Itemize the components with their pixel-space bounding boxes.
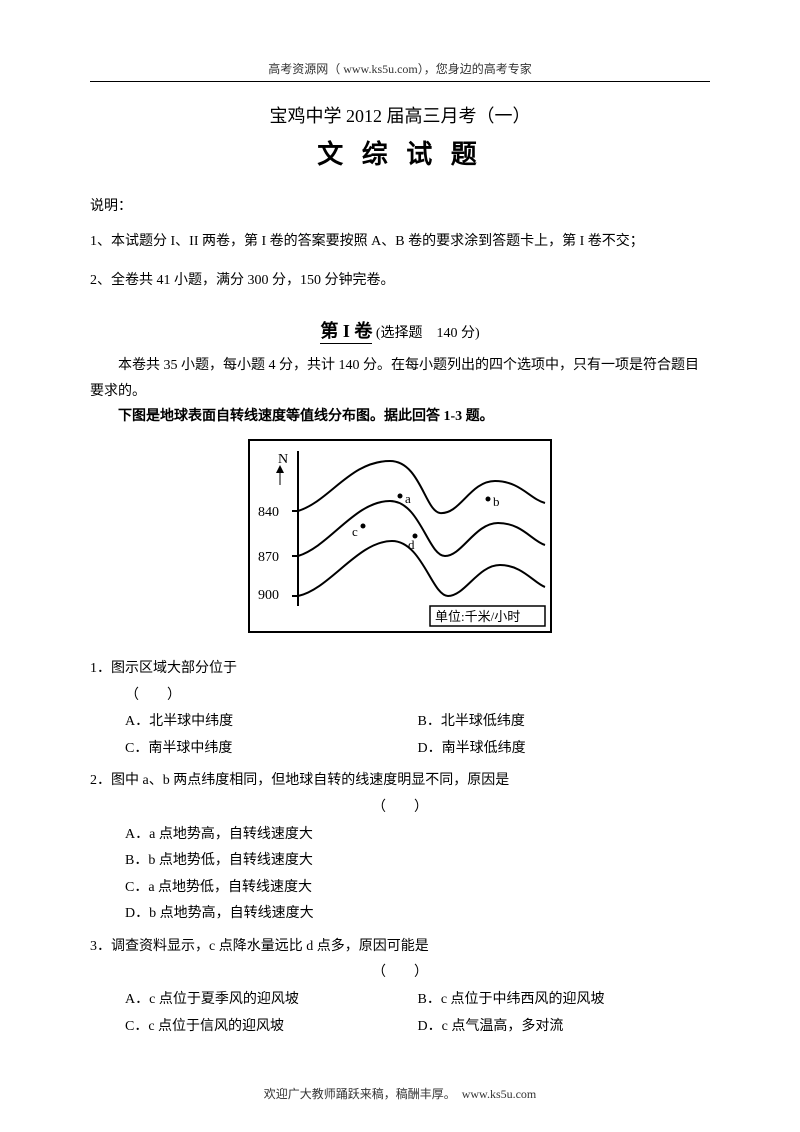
q1-options: A．北半球中纬度 B．北半球低纬度 C．南半球中纬度 D．南半球低纬度 (90, 709, 710, 762)
point-b: b (493, 494, 500, 509)
point-a: a (405, 491, 411, 506)
q1-opt-b: B．北半球低纬度 (418, 709, 711, 736)
instruction-line-1: 1、本试题分 I、II 两卷，第 I 卷的答案要按照 A、B 卷的要求涂到答题卡… (90, 229, 710, 254)
main-title: 文 综 试 题 (90, 134, 710, 171)
q2-stem: 2．图中 a、b 两点纬度相同，但地球自转的线速度明显不同，原因是 (90, 768, 710, 795)
q2-opt-a: A．a 点地势高，自转线速度大 (125, 822, 710, 849)
q3-options: A．c 点位于夏季风的迎风坡 B．c 点位于中纬西风的迎风坡 C．c 点位于信风… (90, 987, 710, 1040)
q3-opt-c: C．c 点位于信风的迎风坡 (125, 1014, 418, 1041)
q2-opt-d: D．b 点地势高，自转线速度大 (125, 901, 710, 928)
tick-900: 900 (258, 588, 279, 603)
q1-stem: 1．图示区域大部分位于 (90, 656, 710, 683)
exam-page: 高考资源网（ www.ks5u.com），您身边的高考专家 宝鸡中学 2012 … (0, 0, 800, 1132)
rotation-speed-figure: N 840 870 900 a b c d 单位:千米/小时 (248, 439, 552, 633)
figure-intro: 下图是地球表面自转线速度等值线分布图。据此回答 1-3 题。 (90, 404, 710, 429)
page-footer: 欢迎广大教师踊跃来稿，稿酬丰厚。 www.ks5u.com (0, 1085, 800, 1102)
subtitle: 宝鸡中学 2012 届高三月考（一） (90, 102, 710, 128)
question-1: 1．图示区域大部分位于 （ ） A．北半球中纬度 B．北半球低纬度 C．南半球中… (90, 656, 710, 762)
q2-options: A．a 点地势高，自转线速度大 B．b 点地势低，自转线速度大 C．a 点地势低… (90, 822, 710, 928)
section-1-intro: 本卷共 35 小题，每小题 4 分，共计 140 分。在每小题列出的四个选项中，… (90, 353, 710, 403)
figure-wrap: N 840 870 900 a b c d 单位:千米/小时 (90, 439, 710, 638)
q3-blank: （ ） (90, 960, 710, 987)
q1-opt-c: C．南半球中纬度 (125, 736, 418, 763)
section-1-head: 第 I 卷 (选择题 140 分) (90, 317, 710, 343)
question-2: 2．图中 a、b 两点纬度相同，但地球自转的线速度明显不同，原因是 （ ） A．… (90, 768, 710, 928)
q2-blank: （ ） (90, 795, 710, 822)
q3-stem: 3．调查资料显示，c 点降水量远比 d 点多，原因可能是 (90, 934, 710, 961)
q2-opt-c: C．a 点地势低，自转线速度大 (125, 875, 710, 902)
instruction-line-2: 2、全卷共 41 小题，满分 300 分，150 分钟完卷。 (90, 268, 710, 293)
tick-870: 870 (258, 550, 279, 565)
instructions-label: 说明： (90, 195, 710, 215)
q1-opt-d: D．南半球低纬度 (418, 736, 711, 763)
q3-opt-d: D．c 点气温高，多对流 (418, 1014, 711, 1041)
tick-840: 840 (258, 505, 279, 520)
q1-opt-a: A．北半球中纬度 (125, 709, 418, 736)
unit-box: 单位:千米/小时 (435, 609, 520, 624)
q3-opt-a: A．c 点位于夏季风的迎风坡 (125, 987, 418, 1014)
page-header-info: 高考资源网（ www.ks5u.com），您身边的高考专家 (90, 60, 710, 77)
q1-blank: （ ） (90, 683, 710, 710)
header-rule (90, 81, 710, 82)
north-label: N (278, 452, 288, 467)
q3-opt-b: B．c 点位于中纬西风的迎风坡 (418, 987, 711, 1014)
point-c: c (352, 524, 358, 539)
section-1-head-main: 第 I 卷 (320, 321, 372, 344)
question-3: 3．调查资料显示，c 点降水量远比 d 点多，原因可能是 （ ） A．c 点位于… (90, 934, 710, 1040)
section-1-head-note: (选择题 140 分) (376, 326, 480, 341)
q2-opt-b: B．b 点地势低，自转线速度大 (125, 848, 710, 875)
point-d: d (408, 537, 415, 552)
